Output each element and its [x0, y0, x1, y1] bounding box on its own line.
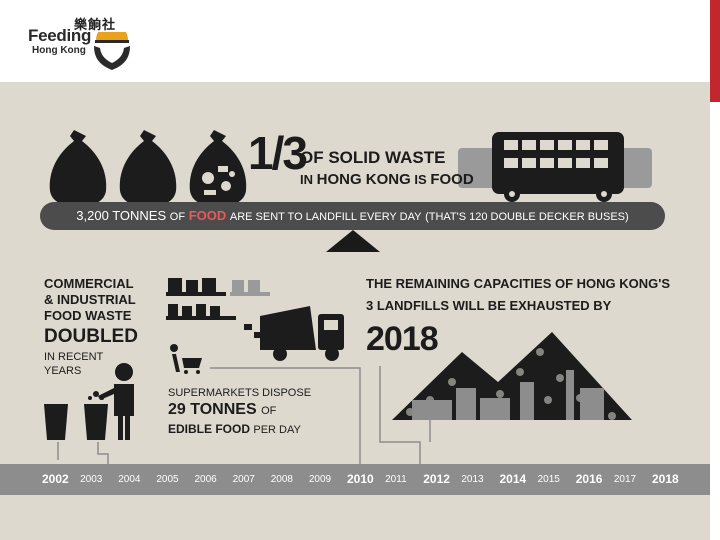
- food-waste-bag-icon: [189, 130, 247, 206]
- banner-note: (THAT'S 120 DOUBLE DECKER BUSES): [425, 211, 629, 223]
- logo-chinese-name: 樂餉社: [74, 18, 117, 33]
- timeline-year-2018: 2018: [652, 472, 679, 486]
- header: 樂餉社 Feeding Hong Kong: [0, 0, 720, 82]
- headline-hong-kong: HONG KONG: [316, 171, 411, 188]
- headline-food: FOOD: [430, 171, 474, 188]
- timeline-year-2008: 2008: [270, 474, 293, 485]
- double-decker-bus-icon: [492, 132, 624, 202]
- accent-bar: [710, 0, 720, 102]
- timeline-year-2013: 2013: [461, 474, 484, 485]
- banner-rest: ARE SENT TO LANDFILL EVERY DAY: [229, 211, 422, 223]
- commercial-line3: FOOD WASTE: [44, 308, 132, 323]
- commercial-line1: COMMERCIAL: [44, 276, 134, 291]
- landfill-year: 2018: [366, 320, 439, 358]
- banner-amount: 3,200 TONNES: [76, 208, 167, 223]
- headline-in: IN: [300, 172, 313, 187]
- timeline-year-2003: 2003: [80, 474, 103, 485]
- bin-icon: [44, 404, 68, 440]
- person-icon: [98, 363, 134, 440]
- fraction-heading: 1/3: [248, 127, 308, 179]
- commercial-line4: IN RECENT: [44, 351, 104, 363]
- timeline-year-2015: 2015: [537, 474, 560, 485]
- timeline-year-2007: 2007: [232, 474, 255, 485]
- supermarket-amount: 29 TONNES: [168, 401, 257, 418]
- timeline-year-2009: 2009: [308, 474, 332, 485]
- commercial-waste-heading: COMMERCIAL & INDUSTRIAL FOOD WASTE: [44, 276, 136, 324]
- headline-line2: IN HONG KONG IS FOOD: [300, 171, 474, 188]
- commercial-line2: & INDUSTRIAL: [44, 292, 136, 307]
- logo-name: Feeding: [28, 26, 92, 45]
- banner-of: OF: [169, 211, 186, 223]
- timeline-bar: 2002 2003 2004 2005 2006 2007 2008 2009 2010 2011…: [0, 464, 710, 495]
- timeline-year-2010: 2010: [347, 472, 374, 486]
- infographic-artwork: [44, 130, 652, 464]
- landfill-line1: THE REMAINING CAPACITIES OF HONG KONG'S: [366, 276, 671, 291]
- timeline-year-2011: 2011: [385, 474, 407, 485]
- supermarket-per-day: PER DAY: [253, 424, 301, 436]
- timeline-year-2006: 2006: [194, 474, 217, 485]
- timeline-year-2017: 2017: [613, 474, 637, 485]
- timeline-year-2012: 2012: [423, 472, 450, 486]
- infographic-panel: 1/3 OF SOLID WASTE IN HONG KONG IS FOOD …: [0, 82, 710, 540]
- headline-is: IS: [414, 172, 427, 187]
- bin-icon: [84, 391, 108, 440]
- timeline-year-2014: 2014: [499, 472, 527, 486]
- supermarket-line1: SUPERMARKETS DISPOSE: [168, 387, 312, 399]
- supermarket-edible: EDIBLE FOOD: [168, 422, 251, 436]
- commercial-line5: YEARS: [44, 365, 82, 377]
- garbage-bag-icon: [49, 130, 107, 206]
- timeline-year-2005: 2005: [156, 474, 179, 485]
- supermarket-shelf-icon: [230, 280, 270, 296]
- landfill-line2: 3 LANDFILLS WILL BE EXHAUSTED BY: [366, 298, 612, 313]
- hands-bowl-icon: [94, 32, 130, 70]
- landfill-tonnage-banner: 3,200 TONNES OF FOOD ARE SENT TO LANDFIL…: [40, 202, 665, 230]
- feeding-hong-kong-logo[interactable]: 樂餉社 Feeding Hong Kong: [28, 14, 138, 76]
- headline-line1: OF SOLID WASTE: [300, 148, 446, 167]
- timeline-year-2004: 2004: [118, 474, 141, 485]
- garbage-bag-icon: [119, 130, 177, 206]
- commercial-doubled: DOUBLED: [44, 326, 138, 347]
- commercial-period: IN RECENT YEARS: [44, 350, 103, 378]
- garbage-truck-icon: [260, 306, 344, 361]
- shopping-cart-icon: [170, 344, 202, 374]
- timeline-year-2002: 2002: [42, 472, 69, 486]
- supermarket-edible-line: EDIBLE FOOD PER DAY: [168, 422, 301, 436]
- banner-pointer: [326, 230, 380, 252]
- banner-food: FOOD: [188, 208, 227, 223]
- supermarket-shelf-icon: [166, 278, 236, 320]
- logo-subtitle: Hong Kong: [32, 45, 86, 56]
- supermarket-of: OF: [261, 405, 277, 417]
- city-skyline-icon: [412, 370, 604, 420]
- timeline-year-2016: 2016: [575, 472, 603, 486]
- supermarket-amount-line: 29 TONNES OF: [168, 401, 276, 419]
